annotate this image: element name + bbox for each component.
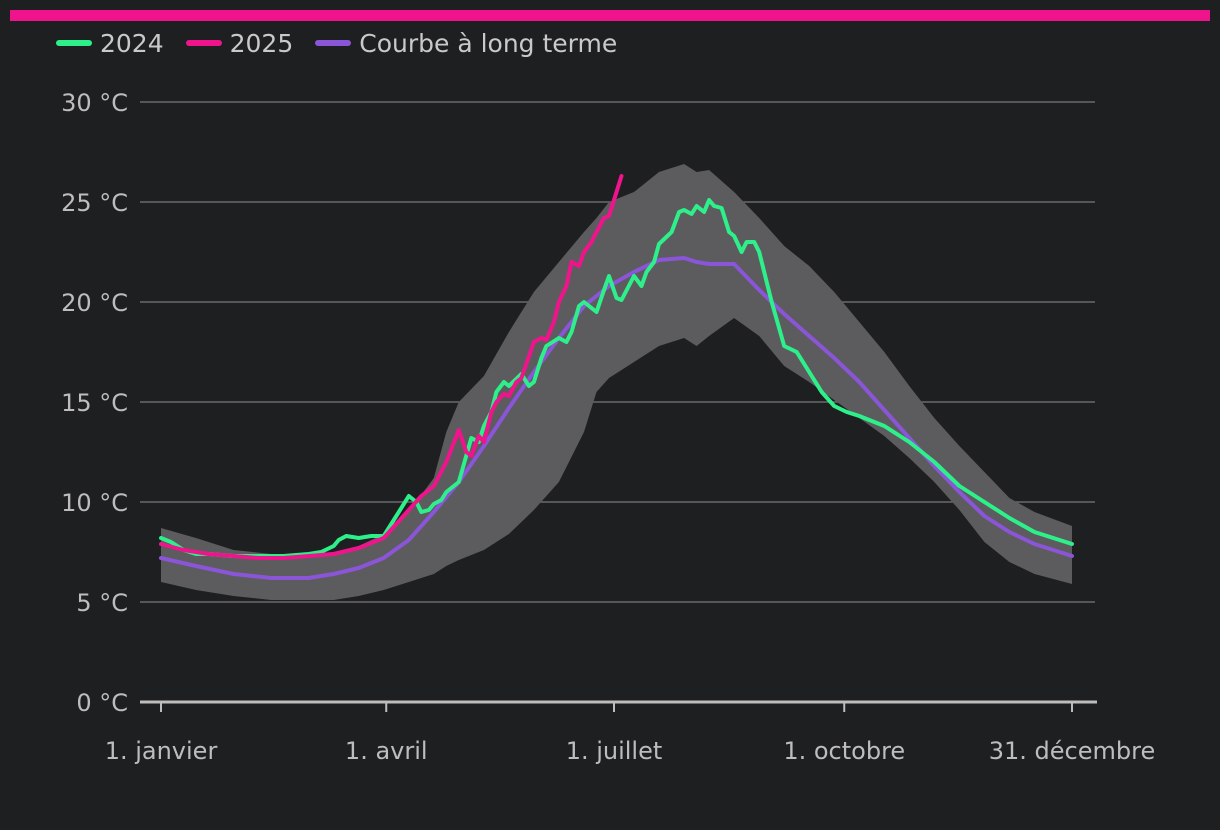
legend-item-2025[interactable]: 2025 (185, 28, 294, 58)
range-band-layer (161, 164, 1072, 600)
accent-bar (10, 10, 1210, 21)
y-tick-label: 10 °C (61, 489, 128, 517)
range-band (161, 164, 1072, 600)
y-tick-label: 0 °C (76, 689, 128, 717)
legend-label-2025: 2025 (229, 28, 294, 58)
legend-swatch-2025 (185, 40, 222, 46)
legend-swatch-long-term (315, 40, 352, 46)
x-tick-label: 1. avril (345, 737, 428, 765)
series-line-2024 (159, 198, 1074, 558)
legend-item-long-term[interactable]: Courbe à long terme (315, 29, 617, 58)
legend-label-long-term: Courbe à long terme (359, 28, 618, 58)
axes: 0 °C 5 °C 10 °C 15 °C 20 °C 25 °C 30 °C 1. janv… (61, 89, 1155, 765)
series-line-2025 (159, 174, 624, 560)
x-tick-label: 31. décembre (989, 737, 1155, 765)
y-tick-label: 5 °C (76, 589, 128, 617)
series-layer (159, 174, 1074, 580)
legend: 2024 2025 Courbe à long terme (56, 27, 617, 59)
y-tick-label: 30 °C (61, 89, 128, 117)
y-tick-label: 25 °C (61, 189, 128, 217)
y-tick-label: 20 °C (61, 289, 128, 317)
x-tick-label: 1. octobre (783, 737, 905, 765)
x-tick-label: 1. janvier (105, 737, 218, 765)
legend-swatch-2024 (56, 40, 92, 46)
legend-label-2024: 2024 (100, 28, 164, 58)
x-tick-label: 1. juillet (566, 737, 663, 765)
series-line-long-term (159, 256, 1074, 580)
y-tick-label: 15 °C (61, 389, 128, 417)
legend-item-2024[interactable]: 2024 (56, 29, 164, 58)
